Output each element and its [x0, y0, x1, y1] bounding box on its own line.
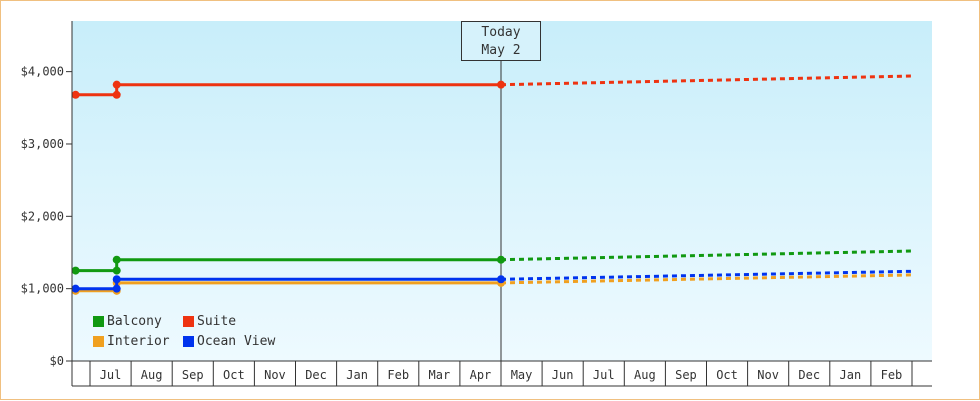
y-tick-label: $0 — [50, 354, 64, 368]
data-point-ocean-view — [71, 284, 80, 293]
data-point-ocean-view — [112, 275, 121, 284]
series-line-suite — [75, 83, 501, 97]
x-tick-label: Nov — [264, 368, 286, 382]
series-forecast-balcony — [500, 249, 913, 262]
x-tick-label: Jul — [593, 368, 615, 382]
today-label-line-1: Today — [481, 25, 521, 40]
plot-background — [72, 21, 932, 361]
y-tick-label: $4,000 — [21, 65, 64, 79]
legend: Balcony Suite Interior Ocean View — [93, 312, 303, 350]
axes-group: $0 $1,000 $2,000 $3,000 $4,000 Jul Aug Sep Oct No… — [21, 21, 932, 387]
data-point-suite — [112, 80, 121, 89]
x-tick-label: Sep — [182, 368, 204, 382]
x-tick-label: Mar — [429, 368, 451, 382]
y-tick-label: $3,000 — [21, 137, 64, 151]
data-point-suite — [71, 90, 80, 99]
legend-swatch-balcony — [93, 315, 104, 327]
today-label-box: Today May 2 — [461, 21, 541, 61]
x-tick-label: Nov — [757, 368, 779, 382]
data-point-balcony — [112, 255, 121, 264]
series-forecast-ocean-view — [500, 269, 913, 281]
legend-label-interior: Interior — [107, 333, 170, 349]
series-forecast-suite — [500, 74, 913, 87]
data-point-balcony — [112, 266, 121, 275]
x-tick-label: Oct — [716, 368, 738, 382]
x-tick-label: Sep — [675, 368, 697, 382]
data-point-balcony — [497, 255, 505, 264]
x-tick-label: Aug — [634, 368, 656, 382]
data-point-balcony — [71, 266, 80, 275]
legend-swatch-ocean-view — [183, 335, 194, 347]
x-tick-label: Oct — [223, 368, 245, 382]
legend-label-balcony: Balcony — [107, 313, 162, 329]
x-tick-label: Feb — [881, 368, 903, 382]
legend-label-suite: Suite — [197, 313, 237, 329]
x-tick-label: Dec — [798, 368, 820, 382]
x-tick-label: May — [511, 368, 533, 382]
series-group — [71, 74, 913, 295]
x-tick-label: Jan — [346, 368, 368, 382]
data-point-suite — [112, 90, 121, 99]
series-forecast-interior — [500, 273, 913, 285]
today-label-line-2: May 2 — [481, 43, 521, 58]
legend-swatch-interior — [93, 335, 104, 347]
x-tick-label: Jul — [100, 368, 122, 382]
x-tick-label: Jun — [552, 368, 574, 382]
y-tick-label: $1,000 — [21, 282, 64, 296]
legend-item-ocean-view: Ocean View — [183, 332, 293, 350]
x-tick-label: Aug — [141, 368, 163, 382]
legend-item-interior: Interior — [93, 332, 183, 350]
series-line-ocean-view — [75, 277, 501, 291]
legend-item-suite: Suite — [183, 312, 293, 330]
x-tick-label: Apr — [470, 368, 492, 382]
series-line-balcony — [75, 258, 501, 273]
data-point-suite — [497, 80, 505, 89]
legend-item-balcony: Balcony — [93, 312, 183, 330]
data-point-ocean-view — [112, 284, 121, 293]
data-point-ocean-view — [497, 275, 505, 284]
x-tick-label: Feb — [387, 368, 409, 382]
legend-swatch-suite — [183, 315, 194, 327]
y-tick-label: $2,000 — [21, 209, 64, 223]
legend-label-ocean-view: Ocean View — [197, 333, 276, 349]
x-tick-label: Dec — [305, 368, 327, 382]
x-tick-label: Jan — [840, 368, 862, 382]
